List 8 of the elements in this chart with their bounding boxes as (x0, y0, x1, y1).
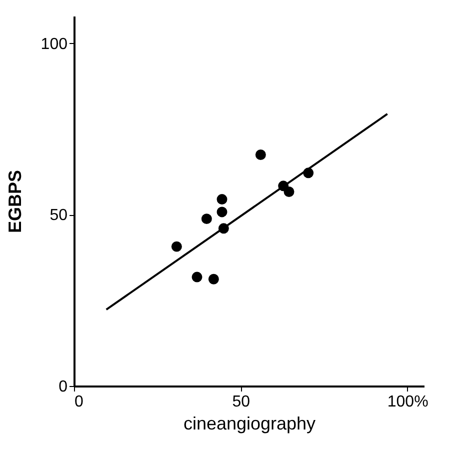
y-tick-label: 100 (40, 36, 68, 53)
x-tick-label: 0 (74, 394, 84, 410)
x-tick-label: 50 (232, 394, 250, 410)
y-tick-label: 0 (58, 378, 68, 396)
y-tick-label: 50 (50, 207, 68, 224)
x-axis-title: cineangiography (183, 414, 316, 434)
x-tick-label: 100% (387, 394, 428, 410)
y-axis-title: EGBPS (4, 170, 25, 234)
